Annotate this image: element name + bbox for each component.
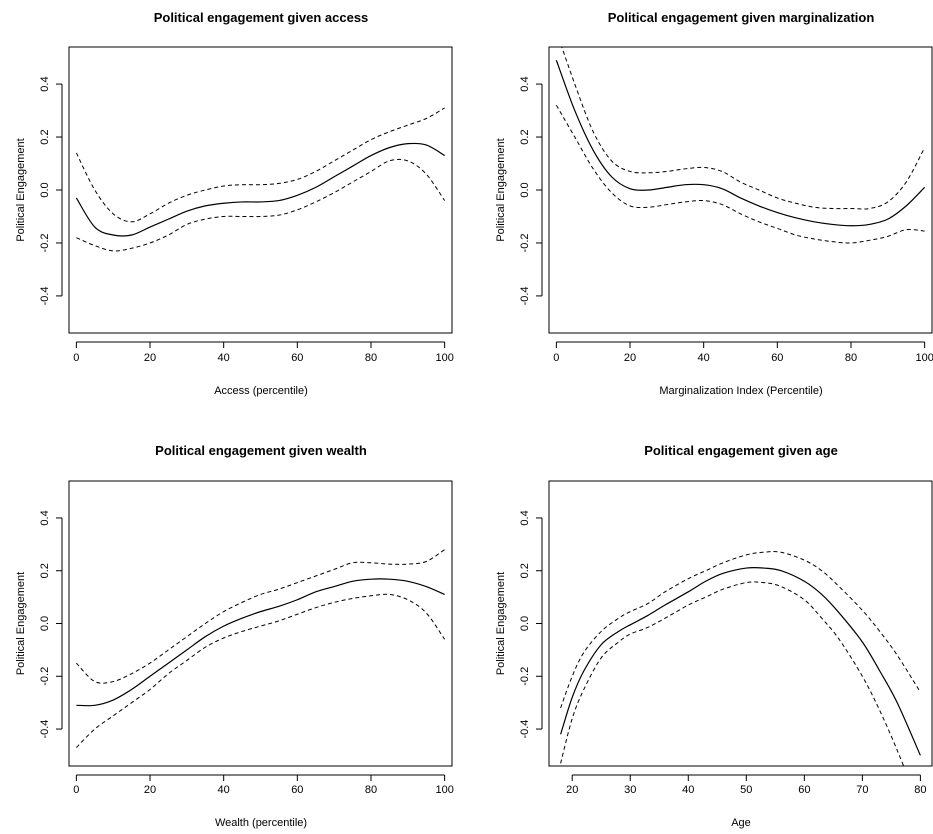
lower-ci-line	[560, 581, 905, 766]
panel-title: Political engagement given age	[644, 443, 838, 458]
y-tick-label: 0.2	[519, 129, 531, 144]
y-tick-label: 0.0	[519, 182, 531, 197]
x-tick-label: 60	[291, 784, 303, 796]
x-axis-label: Wealth (percentile)	[215, 817, 307, 829]
fit-line	[560, 566, 921, 756]
x-tick-label: 20	[566, 784, 578, 796]
y-tick-label: -0.2	[39, 667, 51, 686]
lower-ci-line	[76, 158, 446, 252]
x-tick-label: 20	[624, 352, 636, 364]
plot-frame	[548, 480, 933, 767]
y-tick-label: 0.4	[519, 510, 531, 525]
x-tick-label: 40	[218, 352, 230, 364]
fit-line	[76, 578, 445, 707]
y-axis-label: Political Engagement	[495, 138, 507, 241]
panel-title: Political engagement given wealth	[155, 443, 367, 458]
y-tick-label: 0.0	[39, 182, 51, 197]
x-tick-label: 60	[771, 352, 783, 364]
x-tick-label: 60	[798, 784, 810, 796]
x-tick-label: 60	[291, 352, 303, 364]
panel-marginalization: Political engagement given marginalizati…	[495, 10, 933, 397]
x-axis-label: Access (percentile)	[214, 385, 308, 397]
plot-frame	[68, 46, 453, 334]
panel-title: Political engagement given access	[154, 10, 369, 25]
y-tick-label: -0.2	[519, 233, 531, 252]
y-tick-label: 0.4	[39, 510, 51, 525]
x-tick-label: 100	[435, 784, 453, 796]
x-tick-label: 40	[218, 784, 230, 796]
x-tick-label: 40	[682, 784, 694, 796]
y-axis-label: Political Engagement	[15, 138, 27, 241]
x-tick-label: 30	[624, 784, 636, 796]
upper-ci-line	[561, 47, 926, 210]
x-tick-label: 80	[365, 784, 377, 796]
x-tick-label: 100	[435, 352, 453, 364]
y-tick-label: -0.4	[519, 286, 531, 305]
x-tick-label: 100	[915, 352, 933, 364]
x-tick-label: 40	[698, 352, 710, 364]
y-tick-label: 0.4	[39, 76, 51, 91]
y-tick-label: 0.2	[519, 563, 531, 578]
x-tick-label: 20	[144, 352, 156, 364]
y-tick-label: 0.4	[519, 76, 531, 91]
panel-age: Political engagement given age 20 30 40 50 60…	[495, 443, 933, 829]
x-axis-label: Age	[731, 817, 751, 829]
lower-ci-line	[76, 593, 446, 748]
upper-ci-line	[76, 549, 445, 684]
x-tick-label: 70	[856, 784, 868, 796]
y-tick-label: 0.2	[39, 563, 51, 578]
x-tick-label: 50	[740, 784, 752, 796]
x-tick-label: 0	[73, 784, 79, 796]
panel-title: Political engagement given marginalizati…	[608, 10, 875, 25]
x-tick-label: 80	[914, 784, 926, 796]
plot-frame	[68, 480, 453, 767]
upper-ci-line	[560, 551, 921, 709]
y-tick-label: -0.4	[39, 720, 51, 739]
lower-ci-line	[555, 105, 925, 244]
fit-line	[555, 60, 926, 227]
y-axis-label: Political Engagement	[495, 572, 507, 675]
upper-ci-line	[75, 107, 445, 223]
y-tick-label: -0.4	[519, 720, 531, 739]
panel-access: Political engagement given access 0 20 40 60…	[15, 10, 454, 397]
plot-frame	[548, 46, 933, 334]
y-tick-label: -0.2	[39, 233, 51, 252]
y-tick-label: 0.0	[519, 616, 531, 631]
x-tick-label: 80	[845, 352, 857, 364]
x-tick-label: 0	[73, 352, 79, 364]
y-axis-label: Political Engagement	[15, 572, 27, 675]
panel-wealth: Political engagement given wealth 0 20 40 60…	[15, 443, 454, 829]
y-tick-label: 0.2	[39, 129, 51, 144]
x-axis-label: Marginalization Index (Percentile)	[659, 385, 822, 397]
x-tick-label: 0	[553, 352, 559, 364]
x-tick-label: 80	[365, 352, 377, 364]
x-tick-label: 20	[144, 784, 156, 796]
fit-line	[75, 142, 445, 237]
y-tick-label: 0.0	[39, 616, 51, 631]
y-tick-label: -0.2	[519, 667, 531, 686]
y-tick-label: -0.4	[39, 286, 51, 305]
